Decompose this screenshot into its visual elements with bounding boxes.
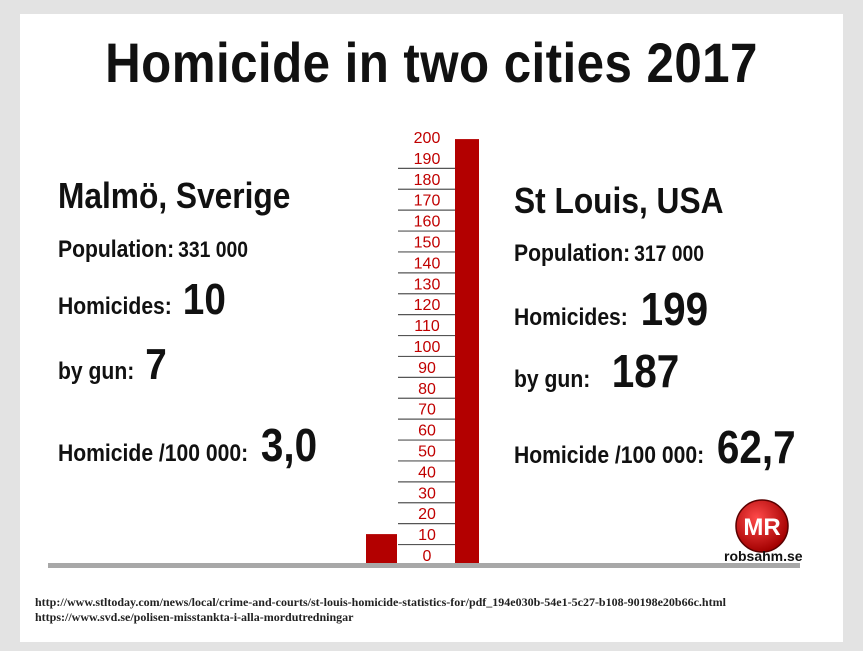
left-gun: by gun: 7 [58, 340, 167, 390]
logo-initials: MR [743, 514, 780, 541]
left-homicides: Homicides: 10 [58, 275, 226, 325]
y-tick-label: 50 [418, 444, 436, 461]
bar-st-louis [455, 139, 479, 563]
y-tick-label: 160 [414, 214, 441, 231]
y-tick-label: 190 [414, 151, 441, 168]
left-gun-label: by gun: [58, 358, 135, 385]
logo-site: robsahm.se [724, 548, 803, 564]
y-tick-label: 90 [418, 360, 436, 377]
y-tick-label: 150 [414, 235, 441, 252]
right-rate-label: Homicide /100 000: [514, 442, 705, 469]
y-tick-label: 180 [414, 172, 441, 189]
sources: http://www.stltoday.com/news/local/crime… [35, 595, 726, 625]
left-rate: Homicide /100 000: 3,0 [58, 418, 317, 472]
mr-logo-icon: MR [735, 499, 789, 553]
left-homicides-label: Homicides: [58, 293, 172, 320]
y-tick-label: 110 [414, 318, 440, 335]
source-link-2[interactable]: https://www.svd.se/polisen-misstankta-i-… [35, 610, 354, 624]
right-rate-value: 62,7 [716, 421, 796, 473]
y-tick-label: 100 [414, 339, 441, 356]
chart-title: Homicide in two cities 2017 [105, 31, 758, 94]
y-tick-label: 30 [418, 485, 436, 502]
source-link-1[interactable]: http://www.stltoday.com/news/local/crime… [35, 595, 726, 609]
infographic-card [20, 14, 843, 642]
left-city-name: Malmö, Sverige [58, 175, 291, 216]
y-tick-label: 80 [418, 381, 436, 398]
y-tick-label: 70 [418, 402, 436, 419]
right-gun: by gun: 187 [514, 344, 679, 398]
left-rate-value: 3,0 [260, 419, 318, 471]
right-gun-value: 187 [611, 345, 680, 397]
y-tick-label: 140 [414, 255, 441, 272]
y-tick-label: 10 [418, 527, 436, 544]
right-homicides-value: 199 [640, 283, 709, 335]
right-population-label: Population: [514, 240, 631, 267]
right-homicides: Homicides: 199 [514, 282, 708, 336]
y-tick-label: 130 [414, 276, 441, 293]
right-city-name: St Louis, USA [514, 180, 724, 221]
right-population: Population: 317 000 [514, 240, 704, 268]
left-population: Population: 331 000 [58, 236, 248, 264]
y-tick-label: 0 [423, 548, 432, 565]
right-gun-label: by gun: [514, 366, 591, 393]
bar-malmo [366, 534, 397, 563]
left-homicides-value: 10 [182, 275, 226, 324]
left-rate-label: Homicide /100 000: [58, 440, 249, 467]
y-tick-label: 40 [418, 464, 436, 481]
y-tick-label: 120 [414, 297, 441, 314]
bars-group [366, 139, 479, 563]
right-rate: Homicide /100 000: 62,7 [514, 420, 796, 474]
right-homicides-label: Homicides: [514, 304, 628, 331]
left-population-label: Population: [58, 236, 175, 263]
y-tick-label: 200 [414, 130, 441, 147]
left-population-value: 331 000 [178, 237, 249, 262]
y-tick-label: 170 [414, 193, 441, 210]
baseline [48, 563, 800, 568]
right-population-value: 317 000 [634, 241, 705, 266]
y-axis-ruler: 0 10 20 30 40 50 60 70 80 90 100 110 120 130 140 150 160… [398, 130, 455, 567]
y-tick-label: 20 [418, 506, 436, 523]
left-gun-value: 7 [145, 340, 167, 389]
y-tick-label: 60 [418, 423, 436, 440]
